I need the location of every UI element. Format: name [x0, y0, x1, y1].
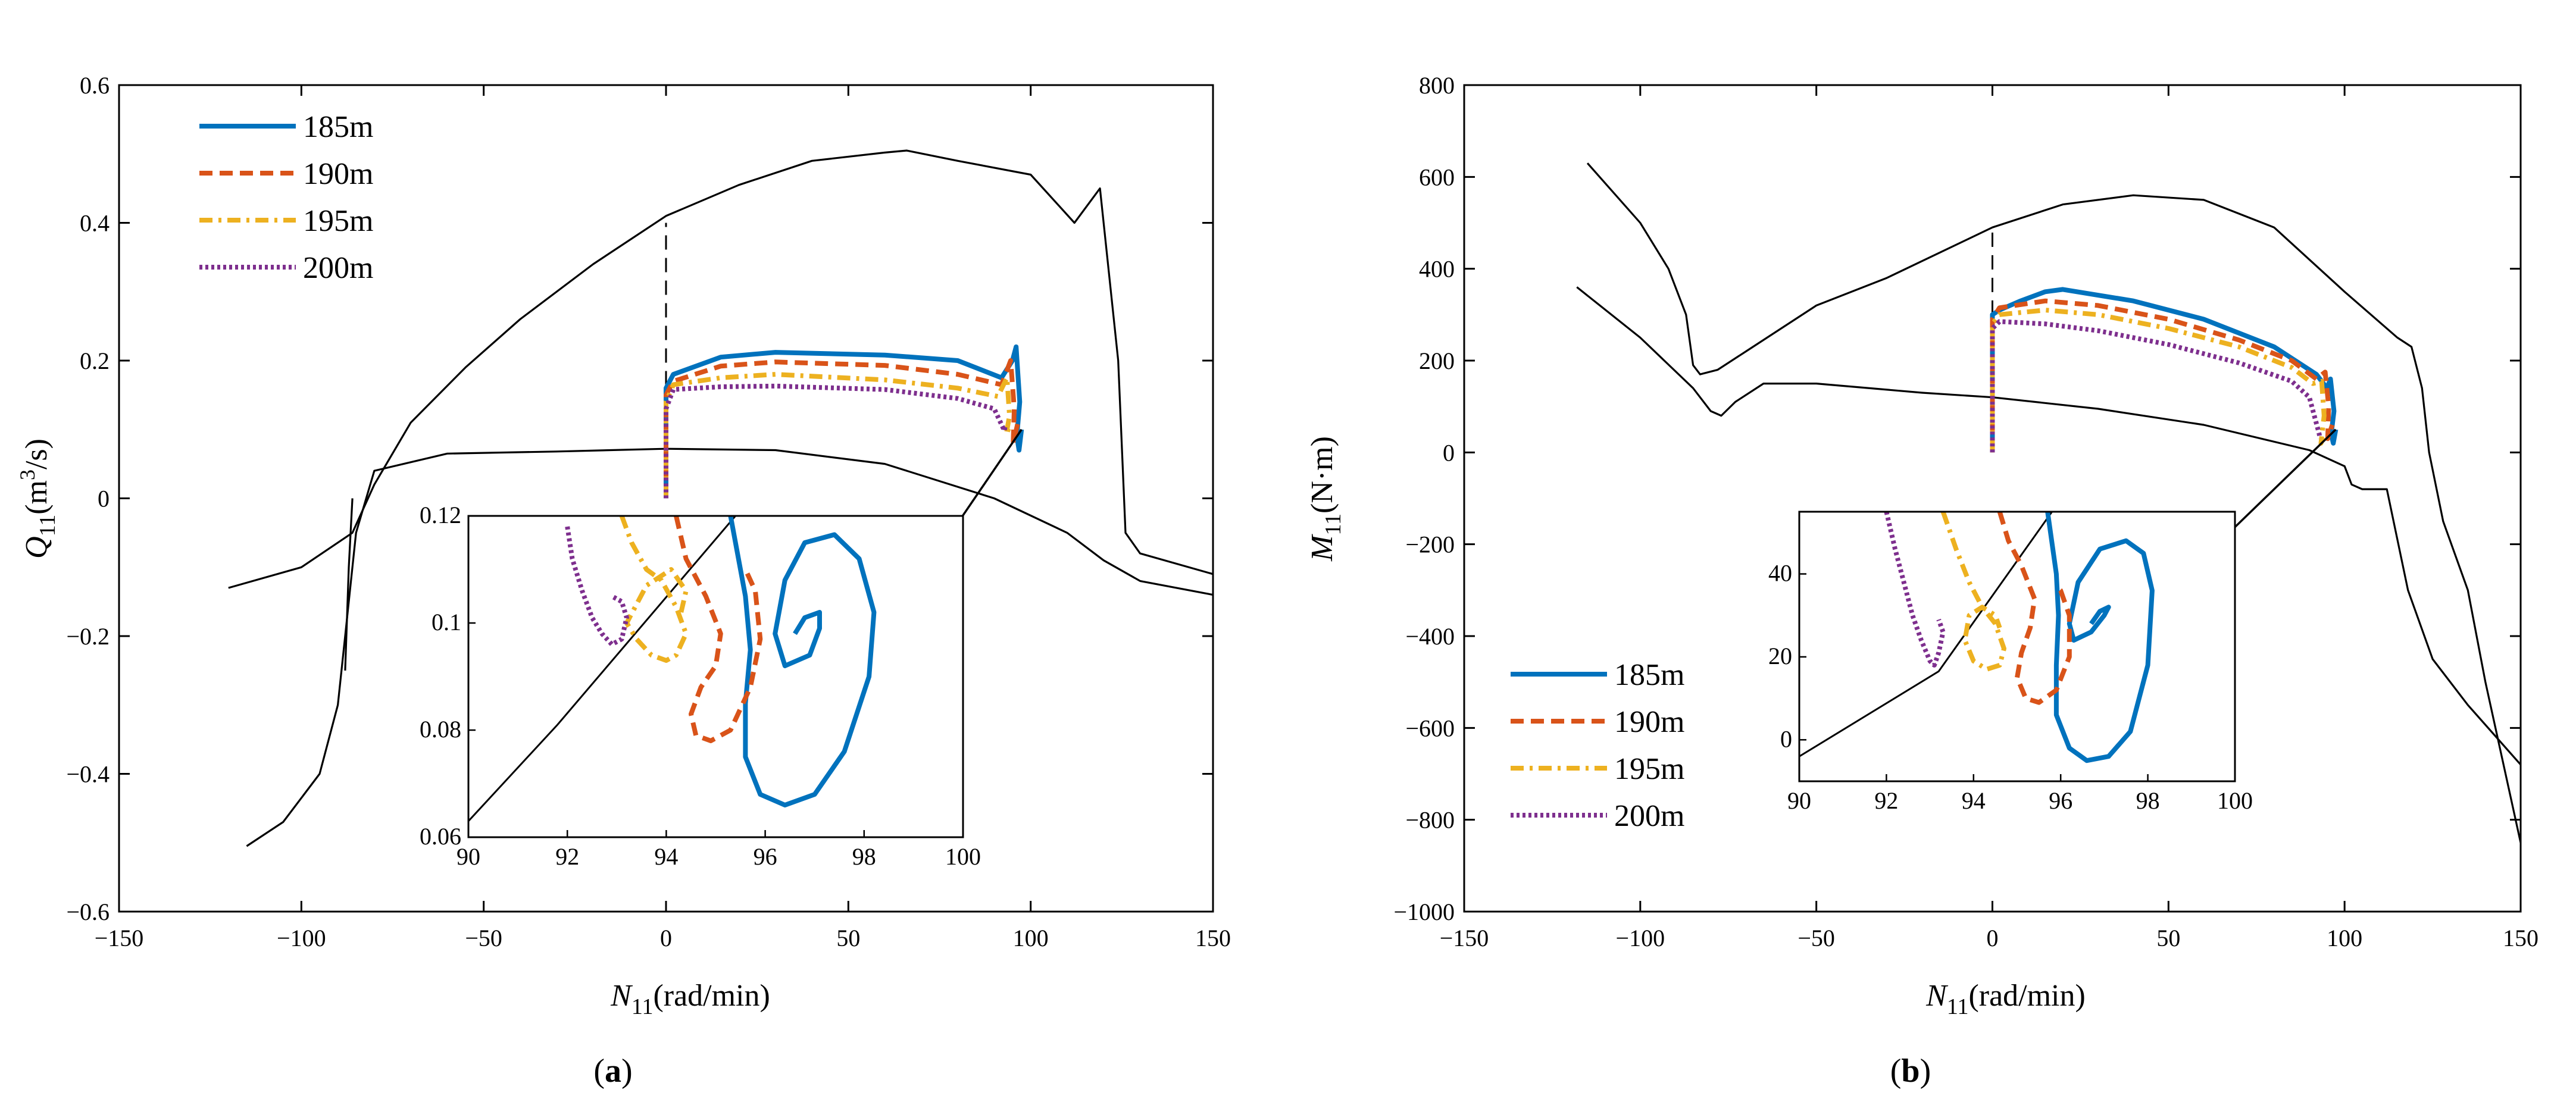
series-line-200m — [1990, 319, 2322, 453]
inset-x-tick-label: 98 — [2136, 787, 2160, 814]
y-tick-label: 0 — [98, 486, 110, 512]
inset-frame — [467, 515, 964, 838]
boundary-lower-curve — [1576, 286, 2521, 766]
x-tick-label: 100 — [2327, 925, 2362, 951]
inset-frame — [1798, 511, 2236, 782]
y-tick-label: −0.6 — [66, 898, 110, 925]
inset-y-tick-label: 40 — [1768, 560, 1792, 587]
plot-area — [228, 149, 1213, 847]
inset-x-tick-label: 98 — [852, 843, 876, 870]
panel-a: −150 −100 −50 0 50 100 150 −0.6 −0.4 −0.2 0 0.2 0.4 0… — [15, 72, 1231, 1090]
x-tick-label: 100 — [1013, 925, 1049, 951]
inset-pointer-line — [468, 516, 736, 822]
panel-b: −150 −100 −50 0 50 100 150 −1000 −800 −600 −400 −20… — [1305, 72, 2539, 1090]
inset-pointer-line — [1799, 512, 2053, 757]
boundary-lower-left-curve — [344, 498, 354, 671]
series-line-195m — [664, 372, 1012, 499]
y-tick-label: −400 — [1405, 623, 1455, 650]
inset-background — [1799, 512, 2235, 781]
y-tick-label: −0.4 — [66, 761, 110, 788]
legend-label-190m: 190m — [1614, 705, 1684, 739]
x-tick-label: −50 — [465, 925, 502, 951]
inset-x-tick-label: 94 — [654, 843, 678, 870]
inset-series-line-200m — [1884, 512, 1946, 668]
series-line-185m — [1990, 287, 2339, 453]
y-tick-label: 0.4 — [80, 210, 110, 237]
legend-label-200m: 200m — [1614, 799, 1684, 833]
boundary-lower-curve — [246, 447, 1213, 847]
y-tick-label: 800 — [1419, 72, 1455, 99]
plot-area — [1576, 162, 2521, 843]
inset-y-tick-label: 0.08 — [420, 716, 461, 743]
legend-label-195m: 195m — [303, 204, 373, 238]
x-tick-label: 0 — [660, 925, 672, 951]
y-tick-label: 0.6 — [80, 72, 110, 99]
x-tick-label: 150 — [1195, 925, 1231, 951]
x-tick-label: −100 — [277, 925, 326, 951]
series-line-190m — [664, 358, 1021, 499]
y-tick-label: −800 — [1405, 807, 1455, 834]
inset-series-line-195m — [1940, 512, 2006, 672]
y-tick-label: 600 — [1419, 164, 1455, 190]
inset-series-line-200m — [565, 526, 629, 647]
inset-plot: 90 92 94 96 98 100 0.06 0.08 0.1 0.12 — [420, 502, 981, 870]
inset-x-tick-label: 92 — [1874, 787, 1898, 814]
legend-label-195m: 195m — [1614, 752, 1684, 786]
y-tick-label: 400 — [1419, 256, 1455, 283]
legend-label-200m: 200m — [303, 251, 373, 285]
inset-x-tick-label: 92 — [555, 843, 579, 870]
y-tick-label: 0.2 — [80, 347, 110, 374]
x-tick-label: −150 — [1440, 925, 1489, 951]
inset-x-tick-label: 96 — [2049, 787, 2072, 814]
x-tick-label: 0 — [1987, 925, 1999, 951]
panel-label: (a) — [593, 1053, 632, 1090]
inset-y-tick-label: 0.06 — [420, 823, 461, 850]
x-tick-label: 50 — [2156, 925, 2180, 951]
legend: 185m 190m 195m 200m — [199, 110, 373, 285]
inset-plot: 90 92 94 96 98 100 0 20 40 — [1768, 511, 2253, 814]
inset-x-tick-label: 96 — [754, 843, 777, 870]
y-tick-label: −200 — [1405, 531, 1455, 558]
inset-x-tick-label: 100 — [945, 843, 981, 870]
inset-y-tick-label: 20 — [1768, 643, 1792, 669]
panel-label: (b) — [1890, 1053, 1931, 1090]
inset-y-tick-label: 0.1 — [432, 609, 461, 635]
y-axis-label: Q11(m3/s) — [15, 439, 60, 559]
legend-label-190m: 190m — [303, 157, 373, 191]
legend-label-185m: 185m — [1614, 658, 1684, 692]
inset-series-line-190m — [674, 516, 763, 743]
legend: 185m 190m 195m 200m — [1511, 658, 1684, 833]
zoom-arrow-line — [2216, 428, 2337, 546]
inset-x-tick-label: 90 — [457, 843, 480, 870]
inset-x-tick-label: 90 — [1787, 787, 1811, 814]
y-tick-label: −1000 — [1393, 898, 1455, 925]
x-axis-label: N11(rad/min) — [610, 979, 770, 1019]
inset-y-tick-label: 0 — [1780, 725, 1792, 752]
y-tick-label: 0 — [1443, 439, 1455, 466]
legend-label-185m: 185m — [303, 110, 373, 144]
inset-background — [468, 516, 963, 837]
y-tick-label: −600 — [1405, 715, 1455, 741]
boundary-upper-curve — [228, 149, 1213, 589]
y-axis-label: M11(N·m) — [1305, 436, 1346, 562]
inset-x-tick-label: 100 — [2217, 787, 2253, 814]
series-line-195m — [1990, 308, 2327, 453]
x-tick-label: 150 — [2503, 925, 2539, 951]
boundary-upper-curve — [1586, 162, 2521, 843]
y-tick-label: −0.2 — [66, 623, 110, 650]
inset-series-line-195m — [619, 516, 689, 663]
x-axis-label: N11(rad/min) — [1925, 979, 2086, 1019]
series-line-190m — [1990, 298, 2335, 453]
x-tick-label: −150 — [95, 925, 144, 951]
x-tick-label: −100 — [1616, 925, 1665, 951]
inset-series-line-185m — [728, 516, 877, 807]
inset-x-tick-label: 94 — [1962, 787, 1986, 814]
y-tick-label: 200 — [1419, 347, 1455, 374]
inset-series-line-190m — [1997, 512, 2072, 705]
x-tick-label: −50 — [1797, 925, 1835, 951]
x-tick-label: 50 — [836, 925, 860, 951]
inset-y-tick-label: 0.12 — [420, 502, 461, 528]
